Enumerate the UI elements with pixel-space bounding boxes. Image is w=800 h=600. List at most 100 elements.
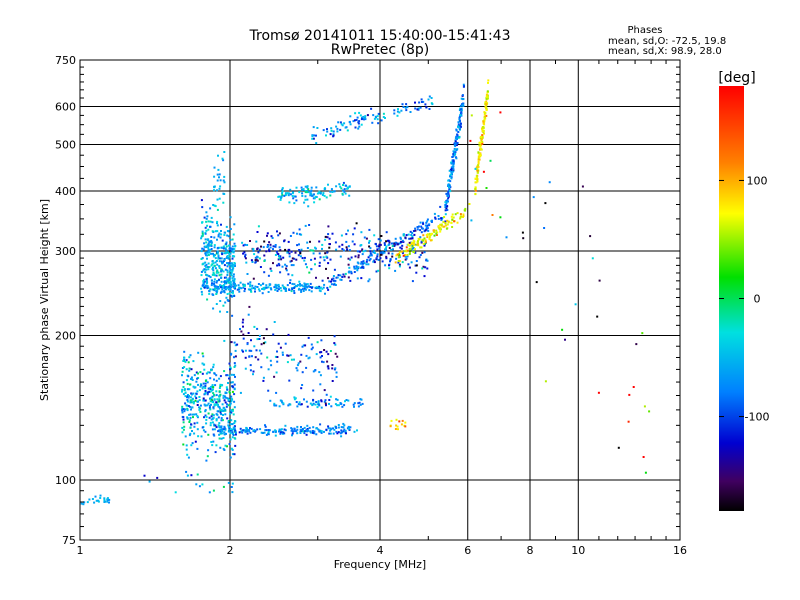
data-point: [377, 245, 380, 248]
data-point: [241, 431, 244, 434]
data-point: [357, 262, 360, 265]
data-point: [332, 130, 335, 133]
data-point: [200, 435, 203, 438]
data-point: [220, 257, 223, 260]
data-point: [327, 225, 330, 228]
data-point: [484, 101, 487, 104]
data-point: [341, 192, 344, 195]
data-point: [356, 116, 359, 119]
data-point: [209, 240, 212, 243]
data-point: [226, 388, 229, 391]
data-point: [220, 431, 223, 434]
data-point: [304, 286, 306, 289]
data-point: [404, 106, 407, 109]
data-point: [394, 261, 397, 264]
data-point: [304, 185, 307, 188]
data-point: [212, 386, 215, 389]
data-point: [218, 260, 221, 263]
data-point: [215, 285, 218, 288]
data-point: [435, 229, 438, 232]
data-point: [437, 217, 440, 220]
data-point: [284, 429, 287, 432]
data-point: [207, 402, 210, 405]
data-point: [481, 130, 484, 133]
data-point: [387, 244, 390, 247]
data-point: [380, 119, 383, 122]
data-point: [329, 350, 332, 352]
data-point: [306, 186, 309, 189]
data-point: [265, 328, 268, 331]
data-point: [308, 356, 311, 359]
data-point: [424, 103, 427, 106]
data-point: [406, 255, 409, 258]
data-point: [439, 205, 442, 208]
data-point: [218, 433, 221, 436]
data-point: [416, 108, 419, 111]
data-point: [333, 428, 336, 431]
data-point: [429, 239, 432, 242]
data-point: [97, 500, 100, 503]
data-point: [274, 429, 277, 432]
data-point: [406, 253, 409, 256]
data-point: [207, 242, 210, 245]
data-point: [216, 198, 219, 201]
data-point: [211, 444, 214, 447]
data-point: [248, 430, 251, 433]
data-point: [301, 188, 303, 191]
data-point: [416, 228, 419, 231]
data-point: [216, 222, 218, 225]
data-point: [319, 430, 322, 433]
data-point: [366, 258, 369, 261]
data-point: [212, 307, 215, 310]
data-point: [188, 434, 191, 437]
y-axis-label: Stationary phase Virtual Height [km]: [38, 199, 51, 401]
data-point: [201, 234, 204, 237]
data-point: [221, 429, 224, 432]
data-point: [246, 343, 249, 346]
data-point: [181, 405, 184, 408]
data-point: [402, 254, 405, 257]
data-point: [269, 399, 272, 402]
data-point: [204, 271, 207, 274]
data-point: [342, 430, 345, 433]
data-point: [284, 290, 287, 292]
data-point: [222, 261, 225, 264]
data-point: [186, 388, 189, 391]
data-point: [254, 259, 257, 262]
data-point: [190, 368, 193, 371]
data-point: [298, 401, 301, 404]
data-point: [280, 195, 283, 198]
data-point: [449, 190, 452, 193]
data-point: [217, 168, 220, 171]
data-point: [211, 428, 214, 431]
data-point: [270, 235, 273, 238]
data-point: [315, 401, 318, 403]
data-point: [317, 428, 320, 431]
data-point: [261, 432, 264, 434]
data-point: [445, 224, 448, 227]
y-tick-label: 75: [62, 534, 76, 547]
data-point: [210, 252, 212, 255]
data-point: [313, 430, 316, 433]
data-point: [346, 187, 349, 190]
data-point: [231, 390, 234, 393]
data-point: [257, 358, 260, 361]
data-point: [334, 279, 337, 282]
data-point: [335, 276, 338, 279]
data-point: [372, 251, 375, 254]
data-point: [304, 263, 307, 266]
data-point: [252, 248, 255, 250]
data-point: [263, 240, 266, 243]
data-point: [193, 374, 196, 377]
data-point: [227, 399, 230, 402]
data-point: [460, 215, 462, 218]
data-point: [231, 491, 234, 494]
data-point: [321, 355, 323, 357]
data-point: [398, 265, 401, 268]
data-point: [319, 256, 322, 259]
data-point: [499, 111, 502, 114]
data-point: [406, 249, 409, 252]
data-point: [268, 250, 271, 253]
data-point: [233, 383, 236, 386]
data-point: [390, 242, 393, 245]
